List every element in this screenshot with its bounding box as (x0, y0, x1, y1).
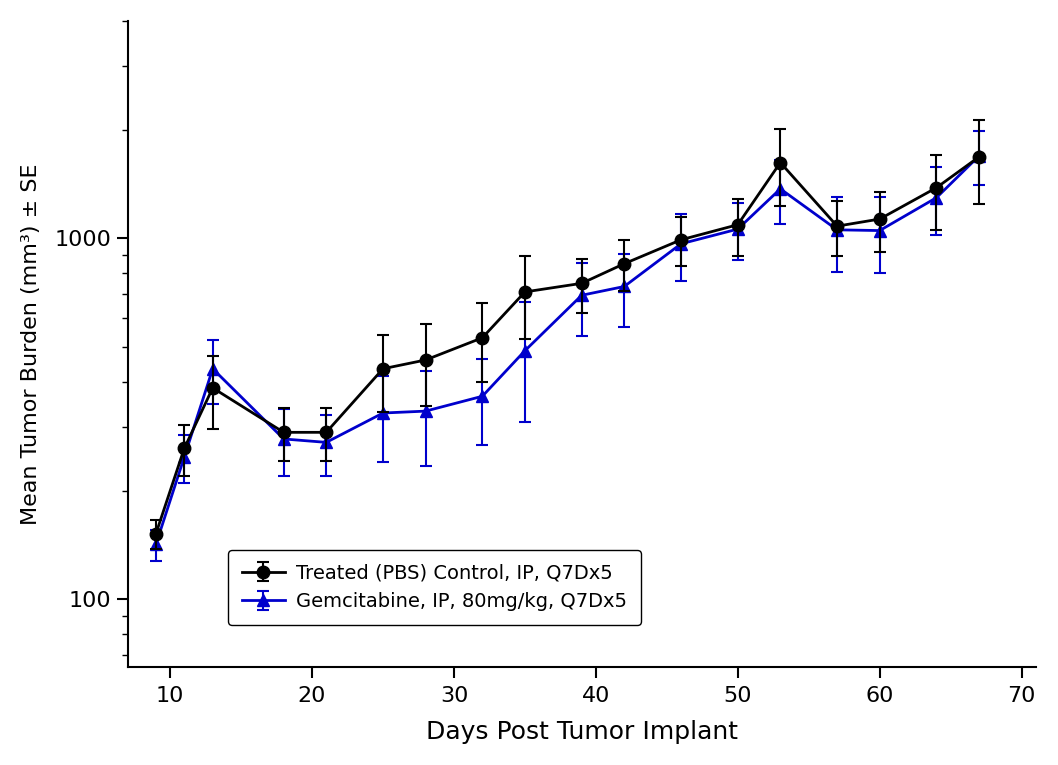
X-axis label: Days Post Tumor Implant: Days Post Tumor Implant (425, 720, 737, 744)
Y-axis label: Mean Tumor Burden (mm³) ± SE: Mean Tumor Burden (mm³) ± SE (21, 163, 41, 525)
Legend: Treated (PBS) Control, IP, Q7Dx5, Gemcitabine, IP, 80mg/kg, Q7Dx5: Treated (PBS) Control, IP, Q7Dx5, Gemcit… (229, 550, 641, 625)
